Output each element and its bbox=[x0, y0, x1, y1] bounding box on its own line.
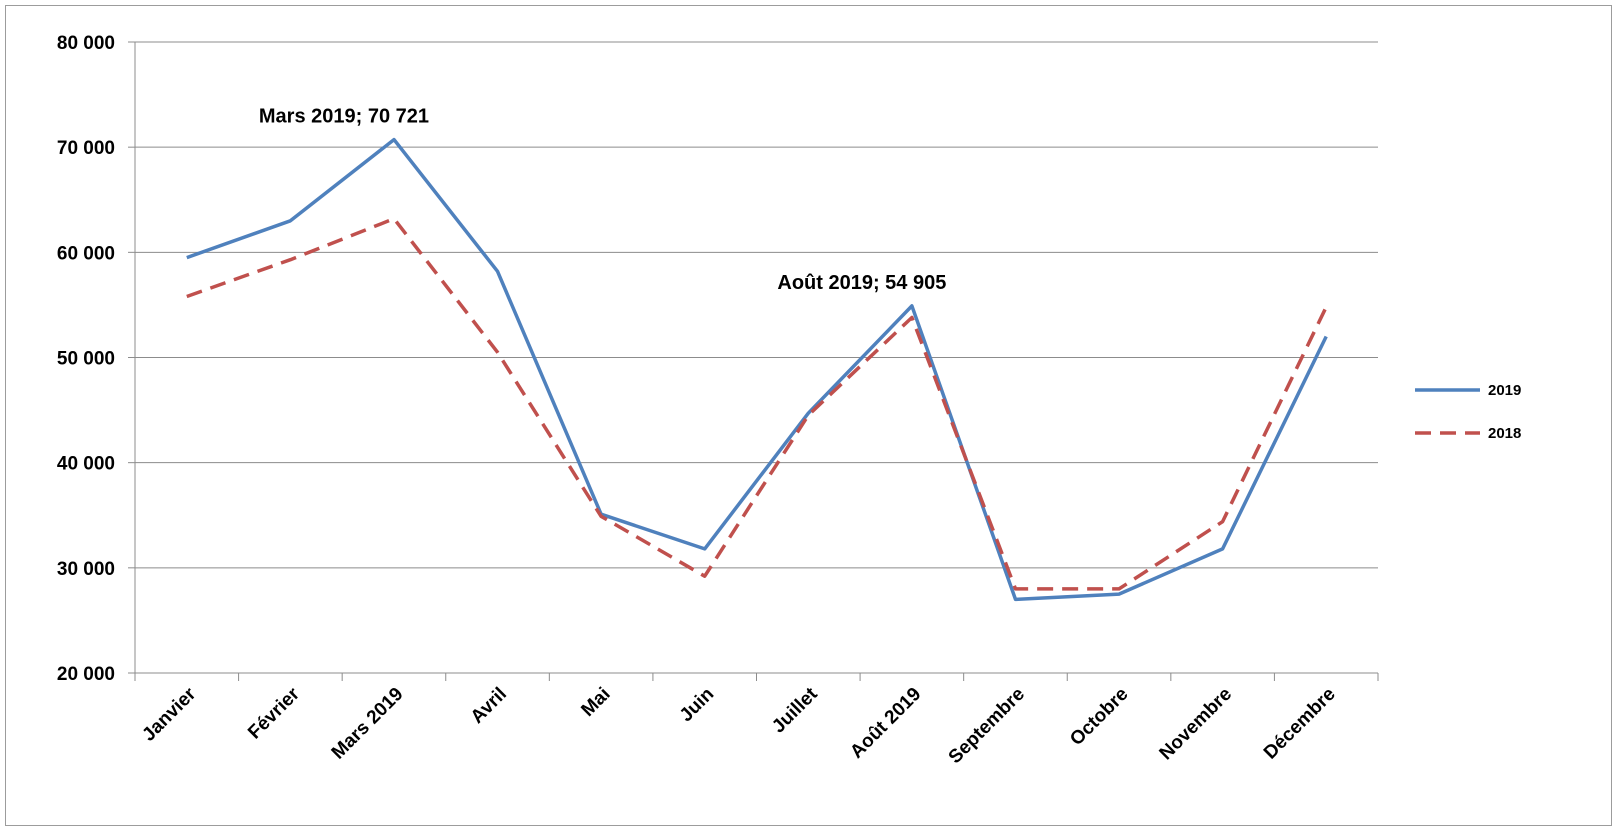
x-tick-label: Mai bbox=[577, 684, 614, 721]
y-tick-label: 50 000 bbox=[57, 349, 115, 370]
legend-label: 2018 bbox=[1488, 425, 1521, 442]
x-tick-label: Mars 2019 bbox=[328, 684, 408, 764]
legend-label: 2019 bbox=[1488, 382, 1521, 399]
series-line-2018 bbox=[186, 216, 1328, 591]
series-line-2019 bbox=[186, 137, 1328, 602]
axes bbox=[128, 41, 1379, 681]
data-label: Mars 2019; 70 721 bbox=[259, 106, 429, 128]
y-tick-labels: 20 000 30 000 40 000 50 000 60 000 70 000 80 0… bbox=[57, 33, 115, 685]
y-tick-label: 20 000 bbox=[57, 664, 115, 685]
y-tick-label: 80 000 bbox=[57, 33, 115, 54]
x-tick-labels: Janvier Février Mars 2019 Avril Mai Juin Juill… bbox=[138, 683, 1339, 768]
x-tick-label: Septembre bbox=[945, 684, 1029, 768]
x-tick-label: Août 2019 bbox=[846, 684, 925, 763]
x-tick-label: Octobre bbox=[1066, 684, 1132, 750]
y-tick-label: 70 000 bbox=[57, 138, 115, 159]
y-tick-label: 40 000 bbox=[57, 454, 115, 475]
x-tick-label: Avril bbox=[467, 684, 511, 728]
x-tick-label: Février bbox=[244, 683, 304, 743]
x-tick-label: Décembre bbox=[1260, 684, 1340, 764]
x-tick-label: Juin bbox=[676, 684, 718, 726]
annotations: Mars 2019; 70 721 Août 2019; 54 905 bbox=[259, 106, 946, 294]
x-tick-label: Juillet bbox=[768, 683, 822, 737]
series-lines bbox=[186, 137, 1328, 602]
y-tick-label: 30 000 bbox=[57, 559, 115, 580]
y-tick-label: 60 000 bbox=[57, 243, 115, 264]
x-tick-label: Novembre bbox=[1156, 684, 1237, 765]
data-label: Août 2019; 54 905 bbox=[777, 272, 946, 294]
grid-lines bbox=[135, 41, 1378, 569]
x-tick-label: Janvier bbox=[138, 683, 200, 745]
legend: 2019 2018 bbox=[1415, 382, 1521, 442]
